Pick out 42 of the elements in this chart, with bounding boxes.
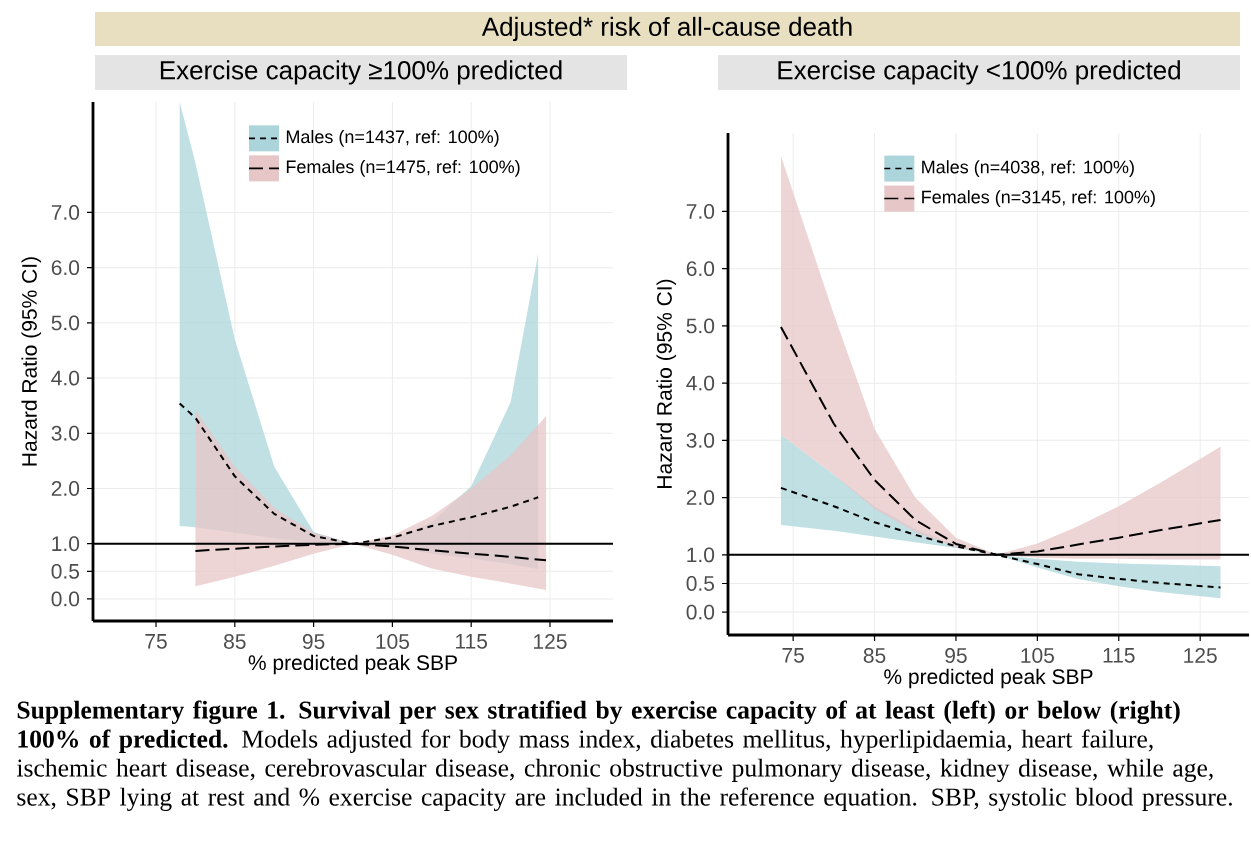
y-tick-label: 2.0 <box>51 481 80 496</box>
y-tick-label: 6.0 <box>51 260 80 276</box>
x-tick-label: 75 <box>782 648 804 663</box>
y-tick-label: 3.0 <box>686 432 715 448</box>
x-tick-label: 85 <box>224 634 246 649</box>
y-axis-title: Hazard Ratio (95% CI) <box>21 257 42 466</box>
x-tick-label: 115 <box>456 634 488 649</box>
x-tick-label: 105 <box>376 634 410 649</box>
y-tick-label: 5.0 <box>51 315 80 331</box>
text: Supplementary figure 1. Survival per sex stratified by exercise capacity of at least (left) or below (right) 100% of predicted. Models adjusted for body mass index, diabetes mellitus, hyperlipidaemia, heart failure, ischemic heart disease, cerebrovascular disease, chronic obstructive pulmonary disease, kidney disease, while age, sex, SBP lying at rest and % exercise capacity are included in the reference equation. SBP, systolic blood pressure. <box>16 700 1232 811</box>
x-tick-label: 75 <box>145 634 167 649</box>
legend-label: Females (n=1475, ref: 100%) <box>286 159 520 177</box>
y-tick-label: 7.0 <box>51 205 80 220</box>
y-tick-label: 1.0 <box>687 547 715 563</box>
y-tick-label: 0.5 <box>686 576 715 591</box>
x-tick-label: 115 <box>1103 648 1135 663</box>
y-tick-label: 4.0 <box>51 370 80 386</box>
y-tick-label: 0.0 <box>51 591 80 607</box>
x-axis-title: % predicted peak SBP <box>884 668 1093 689</box>
y-tick-label: 0.5 <box>51 563 80 579</box>
y-tick-label: 6.0 <box>686 261 715 277</box>
legend-label: Males (n=4038, ref: 100%) <box>922 160 1134 177</box>
y-tick-label: 2.0 <box>686 490 715 506</box>
y-tick-label: 0.0 <box>686 604 715 620</box>
x-tick-label: 125 <box>534 634 567 649</box>
y-tick-label: 1.0 <box>52 536 80 552</box>
x-tick-label: 95 <box>945 648 967 663</box>
y-tick-label: 3.0 <box>51 425 80 441</box>
chart-subtitle: Exercise capacity <100% predicted <box>778 60 1180 85</box>
legend-label: Females (n=3145, ref: 100%) <box>922 190 1155 207</box>
x-tick-label: 85 <box>863 648 886 663</box>
y-tick-label: 7.0 <box>686 203 715 219</box>
x-tick-label: 105 <box>1021 648 1054 663</box>
x-tick-label: 125 <box>1184 648 1217 663</box>
text: Adjusted* risk of all-cause death <box>481 16 852 42</box>
y-tick-label: 5.0 <box>686 318 715 334</box>
x-tick-label: 95 <box>302 634 325 649</box>
y-axis-title: Hazard Ratio (95% CI) <box>656 279 677 488</box>
legend-label: Males (n=1437, ref: 100%) <box>286 129 499 147</box>
chart-subtitle: Exercise capacity ≥100% predicted <box>160 60 562 85</box>
y-tick-label: 4.0 <box>686 375 715 391</box>
x-axis-title: % predicted peak SBP <box>248 654 457 675</box>
